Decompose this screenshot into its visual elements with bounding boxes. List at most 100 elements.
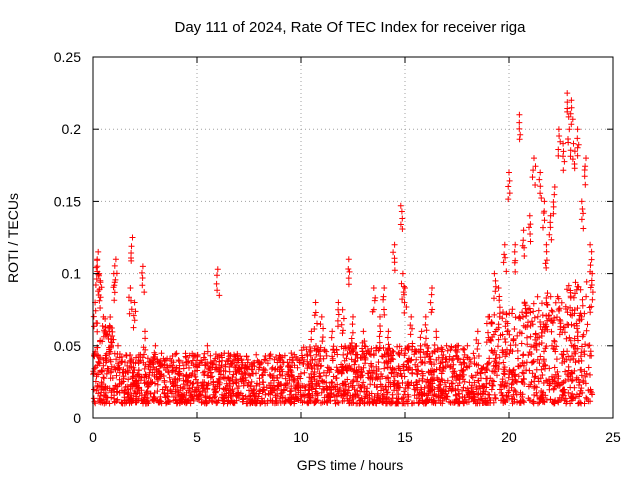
data-point-marker xyxy=(498,390,505,396)
data-point-marker xyxy=(112,382,119,389)
data-point-marker xyxy=(565,363,572,370)
data-point-marker xyxy=(530,167,537,174)
data-point-marker xyxy=(428,291,435,298)
data-point-marker xyxy=(588,303,595,310)
data-point-marker xyxy=(269,399,276,406)
data-point-marker xyxy=(298,347,305,354)
data-point-marker xyxy=(341,387,348,394)
data-point-marker xyxy=(187,400,194,407)
data-point-marker xyxy=(419,397,426,404)
data-point-marker xyxy=(92,307,99,314)
data-point-marker xyxy=(464,354,471,361)
data-point-marker xyxy=(583,394,590,401)
data-point-marker xyxy=(295,397,302,403)
data-point-marker xyxy=(333,393,340,400)
data-point-marker xyxy=(116,364,122,371)
data-point-marker xyxy=(128,243,135,250)
data-point-marker xyxy=(411,399,417,406)
data-point-marker xyxy=(357,372,364,379)
points-layer xyxy=(90,90,596,407)
data-point-marker xyxy=(351,386,358,393)
data-point-marker xyxy=(126,310,133,317)
data-point-marker xyxy=(307,344,313,350)
data-point-marker xyxy=(560,386,567,393)
data-point-marker xyxy=(562,377,569,384)
data-point-marker xyxy=(142,361,149,368)
data-point-marker xyxy=(397,202,404,209)
data-point-marker xyxy=(554,293,561,300)
data-point-marker xyxy=(314,392,321,399)
data-point-marker xyxy=(402,345,409,352)
data-point-marker xyxy=(475,390,482,397)
data-point-marker xyxy=(329,379,336,386)
data-point-marker xyxy=(166,374,173,381)
data-point-marker xyxy=(133,383,140,390)
data-point-marker xyxy=(320,325,327,332)
data-point-marker xyxy=(377,381,384,388)
data-point-marker xyxy=(564,108,571,115)
data-point-marker xyxy=(549,342,555,349)
data-point-marker xyxy=(506,331,513,338)
x-tick-label: 20 xyxy=(501,429,517,445)
data-point-marker xyxy=(212,366,218,373)
data-point-marker xyxy=(169,353,176,359)
data-point-marker xyxy=(576,382,582,388)
data-point-marker xyxy=(112,256,119,263)
data-point-marker xyxy=(439,354,446,361)
data-point-marker xyxy=(536,396,543,403)
data-point-marker xyxy=(433,356,440,363)
data-point-marker xyxy=(92,378,99,385)
data-point-marker xyxy=(131,367,138,373)
data-point-marker xyxy=(233,393,240,400)
data-point-marker xyxy=(468,395,475,402)
data-point-marker xyxy=(570,294,577,301)
data-point-marker xyxy=(501,383,507,390)
data-point-marker xyxy=(359,339,366,346)
data-point-marker xyxy=(405,346,412,353)
data-point-marker xyxy=(399,296,406,303)
data-point-marker xyxy=(489,368,496,375)
data-point-marker xyxy=(389,365,396,372)
data-point-marker xyxy=(547,396,554,403)
data-point-marker xyxy=(198,399,205,406)
data-point-marker xyxy=(568,342,575,349)
data-point-marker xyxy=(405,381,412,388)
x-tick-label: 10 xyxy=(293,429,309,445)
data-point-marker xyxy=(588,248,595,255)
data-point-marker xyxy=(516,125,523,132)
data-point-marker xyxy=(182,353,189,360)
data-point-marker xyxy=(528,343,534,350)
data-point-marker xyxy=(583,327,590,334)
data-point-marker xyxy=(158,350,165,357)
data-point-marker xyxy=(300,344,307,351)
data-point-marker xyxy=(580,210,587,217)
data-point-marker xyxy=(511,326,518,332)
dense-point-band xyxy=(90,278,596,407)
data-point-marker xyxy=(194,357,200,364)
data-point-marker xyxy=(349,382,356,389)
data-point-marker xyxy=(467,359,474,365)
data-point-marker xyxy=(91,353,98,360)
data-point-marker xyxy=(336,386,343,393)
data-point-marker xyxy=(461,360,468,367)
data-point-marker xyxy=(501,251,508,258)
data-point-marker xyxy=(568,97,575,104)
data-point-marker xyxy=(167,388,174,395)
data-point-marker xyxy=(427,378,434,385)
data-point-marker xyxy=(130,369,137,376)
data-point-marker xyxy=(567,147,574,154)
data-point-marker xyxy=(215,375,222,382)
data-point-marker xyxy=(548,307,555,314)
data-point-marker xyxy=(163,399,170,406)
data-point-marker xyxy=(523,367,530,374)
data-point-marker xyxy=(309,356,316,363)
data-point-marker xyxy=(113,383,120,390)
data-point-marker xyxy=(107,358,114,365)
data-point-marker xyxy=(353,367,360,374)
data-point-marker xyxy=(370,285,377,291)
data-point-marker xyxy=(323,352,330,359)
data-point-marker xyxy=(318,377,325,384)
data-point-marker xyxy=(254,357,261,364)
data-point-marker xyxy=(113,372,120,379)
data-point-marker xyxy=(521,253,528,259)
